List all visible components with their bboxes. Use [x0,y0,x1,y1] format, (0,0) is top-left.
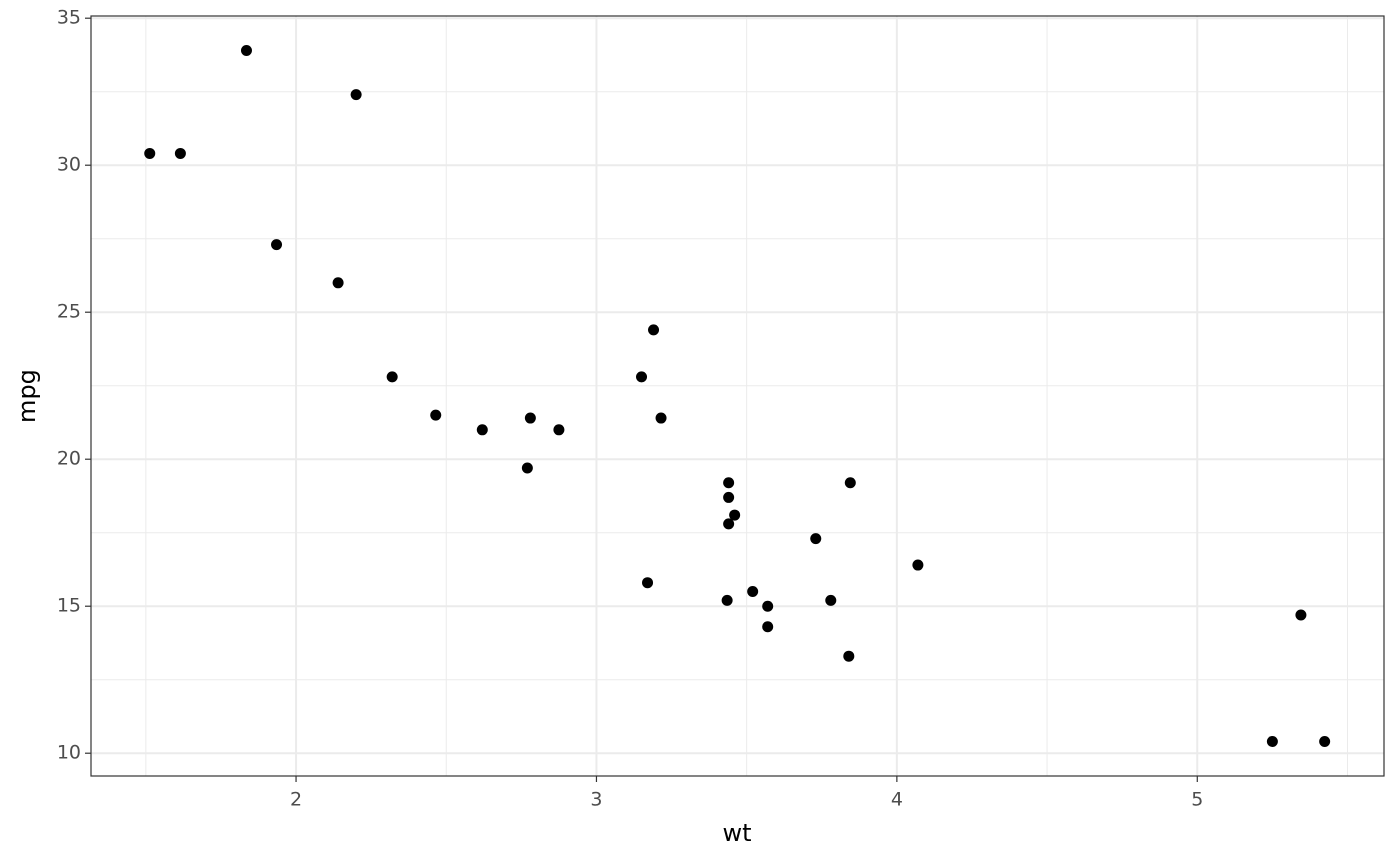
x-tick-label: 3 [590,789,602,811]
point [430,409,442,421]
point [521,462,533,474]
point [762,600,774,612]
point [655,412,667,424]
point [723,477,735,489]
y-tick-label: 10 [57,742,81,764]
x-tick-label: 5 [1191,789,1203,811]
point [476,424,488,436]
point [642,577,654,589]
point [912,559,924,571]
y-tick-label: 25 [57,301,81,323]
point [1295,609,1307,621]
panel-border [90,15,1385,777]
point [747,586,759,598]
point [723,491,735,503]
point [1266,735,1278,747]
point [810,533,822,545]
point [524,412,536,424]
point [721,594,733,606]
y-axis-title: mpg [13,369,41,423]
point [553,424,565,436]
point [271,239,283,251]
point [332,277,344,289]
point [1319,735,1331,747]
point [762,621,774,633]
point [844,477,856,489]
y-tick-label: 30 [57,154,81,176]
point [144,147,156,159]
point [843,650,855,662]
point [350,89,362,101]
x-tick-label: 4 [891,789,903,811]
point [240,45,252,57]
point [648,324,660,336]
point [723,518,735,530]
point [636,371,648,383]
y-tick-label: 15 [57,595,81,617]
x-tick-label: 2 [290,789,302,811]
point [729,509,741,521]
point [386,371,398,383]
y-tick-label: 35 [57,7,81,29]
point [825,594,837,606]
point [174,147,186,159]
y-tick-label: 20 [57,448,81,470]
x-axis-title: wt [722,819,751,847]
